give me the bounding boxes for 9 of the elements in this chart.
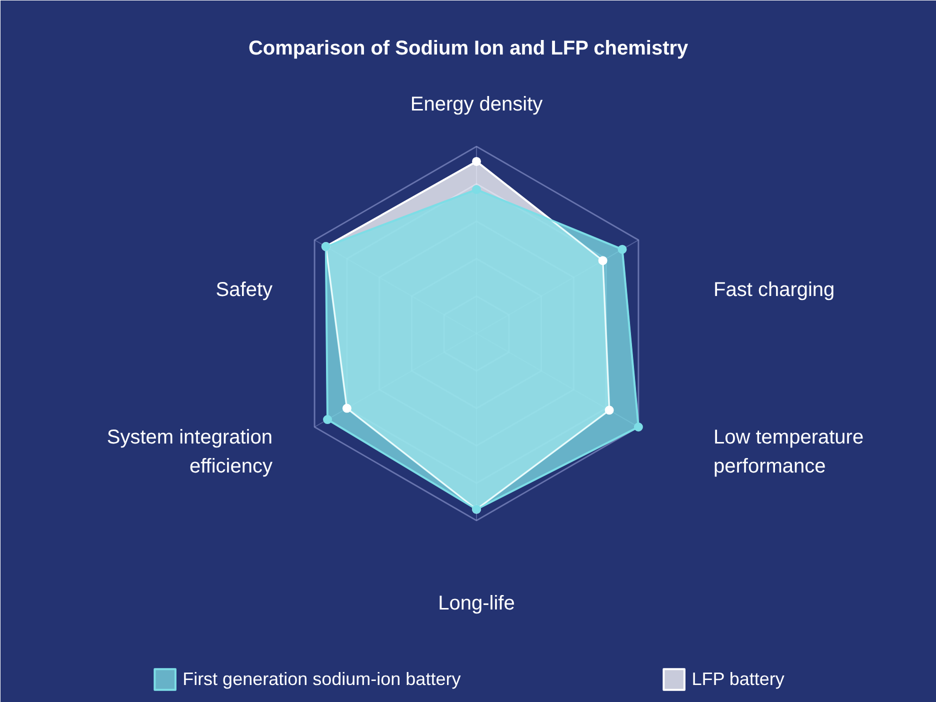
spoke-label: Fast charging — [714, 279, 835, 301]
legend-label: LFP battery — [692, 668, 784, 690]
spoke-label: System integration efficiency — [106, 426, 273, 478]
spoke-label: Energy density — [410, 94, 543, 116]
spoke-label: Low temperature performance — [714, 426, 864, 478]
spoke-label: Safety — [216, 279, 273, 301]
legend-label: First generation sodium-ion battery — [182, 668, 461, 690]
chart-title: Comparison of Sodium Ion and LFP chemistry — [248, 38, 690, 60]
spoke-label: Long-life — [438, 592, 515, 614]
